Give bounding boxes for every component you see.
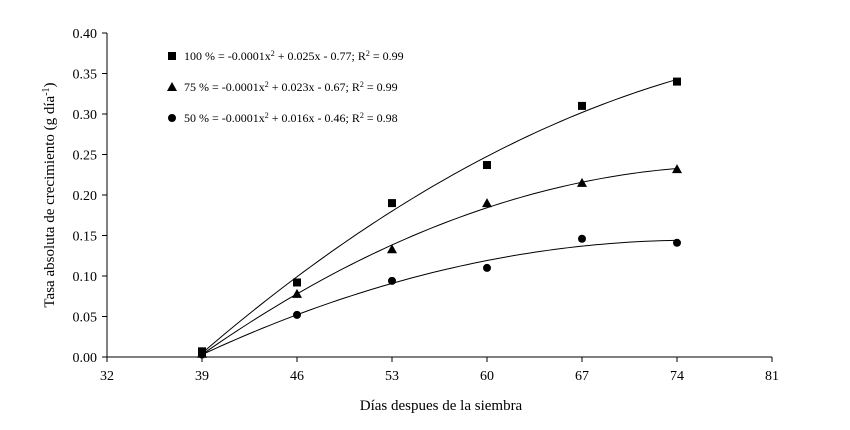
- data-point-circle: [483, 263, 491, 272]
- y-axis-ticks: 0.00 0.05 0.10 0.15 0.20 0.25 0.30 0.35 0.40: [73, 27, 107, 366]
- legend: 100 % = -0.0001x2 + 0.025x - 0.77; R2 = …: [167, 49, 404, 126]
- y-axis-title: Tasa absoluta de crecimiento (g día-1): [41, 82, 59, 307]
- y-tick-label: 0.05: [73, 311, 98, 326]
- data-point-square: [673, 77, 681, 86]
- legend-marker-circle: [168, 114, 176, 122]
- x-tick-label: 39: [195, 369, 209, 384]
- data-point-square: [483, 161, 491, 170]
- data-point-square: [388, 199, 396, 208]
- y-tick-label: 0.00: [73, 351, 98, 366]
- data-point-triangle: [292, 288, 302, 298]
- x-tick-label: 46: [290, 369, 304, 384]
- x-tick-label: 60: [480, 369, 494, 384]
- trend-curve-square: [201, 78, 678, 354]
- x-axis-title: Días despues de la siembra: [360, 398, 523, 414]
- x-tick-label: 32: [100, 369, 114, 384]
- y-tick-label: 0.40: [73, 27, 98, 42]
- legend-marker-square: [168, 52, 176, 60]
- y-tick-label: 0.20: [73, 189, 98, 204]
- data-point-circle: [293, 310, 301, 319]
- data-point-circle: [388, 276, 396, 285]
- legend-label: 100 % = -0.0001x2 + 0.025x - 0.77; R2 = …: [184, 49, 404, 64]
- y-tick-label: 0.15: [73, 230, 98, 245]
- data-point-triangle: [387, 244, 397, 254]
- data-point-circle: [578, 234, 586, 243]
- data-point-triangle: [672, 164, 682, 174]
- trend-curve-circle: [201, 239, 678, 356]
- y-tick-label: 0.30: [73, 108, 98, 123]
- data-point-square: [578, 101, 586, 110]
- legend-marker-triangle: [167, 82, 177, 91]
- x-axis-ticks: 32 39 46 53 60 67 74 81: [100, 357, 779, 384]
- x-tick-label: 81: [765, 369, 779, 384]
- data-point-triangle: [482, 198, 492, 208]
- x-tick-label: 53: [385, 369, 399, 384]
- x-tick-label: 67: [575, 369, 589, 384]
- y-tick-label: 0.35: [73, 68, 98, 83]
- x-tick-label: 74: [670, 369, 684, 384]
- trend-curve-triangle: [201, 167, 678, 355]
- data-point-circle: [673, 238, 681, 247]
- data-point-square: [293, 278, 301, 287]
- y-tick-label: 0.25: [73, 149, 98, 164]
- legend-label: 50 % = -0.0001x2 + 0.016x - 0.46; R2 = 0…: [184, 111, 398, 126]
- data-point-triangle: [577, 177, 587, 187]
- data-point-circle: [198, 350, 206, 359]
- legend-label: 75 % = -0.0001x2 + 0.023x - 0.67; R2 = 0…: [184, 80, 398, 95]
- data-points: [197, 77, 682, 359]
- trend-curves: [201, 78, 678, 356]
- y-tick-label: 0.10: [73, 270, 98, 285]
